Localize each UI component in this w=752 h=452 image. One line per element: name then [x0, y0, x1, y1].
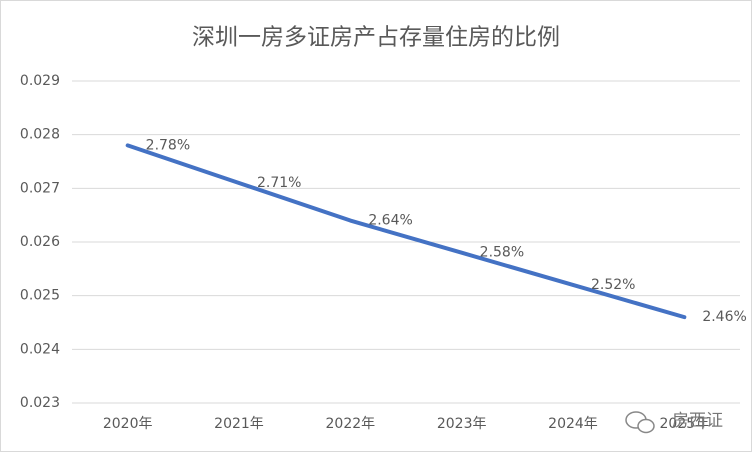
y-tick-label: 0.027 — [20, 180, 60, 196]
watermark: 房西证 — [672, 411, 723, 431]
x-tick-label: 2023年 — [437, 416, 487, 432]
data-label: 2.78% — [146, 137, 190, 153]
y-tick-label: 0.029 — [20, 73, 60, 89]
x-tick-label: 2025年 — [660, 416, 710, 432]
watermark-icon — [625, 411, 655, 434]
data-label: 2.52% — [591, 277, 635, 293]
y-tick-label: 0.025 — [20, 288, 60, 304]
x-tick-label: 2022年 — [326, 416, 376, 432]
line — [125, 143, 687, 320]
x-tick-label: 2020年 — [103, 416, 153, 432]
y-tick-label: 0.026 — [20, 234, 60, 250]
x-tick-label: 2021年 — [214, 416, 264, 432]
y-tick-label: 0.023 — [20, 395, 60, 411]
data-label: 2.64% — [368, 213, 412, 229]
data-label: 2.46% — [702, 309, 746, 325]
data-label: 2.58% — [480, 245, 524, 261]
x-tick-label: 2024年 — [548, 416, 598, 432]
chart-title: 深圳一房多证房产占存量住房的比例 — [192, 25, 560, 51]
data-label: 2.71% — [257, 175, 301, 191]
y-tick-label: 0.024 — [20, 341, 60, 357]
y-tick-label: 0.028 — [20, 127, 60, 143]
